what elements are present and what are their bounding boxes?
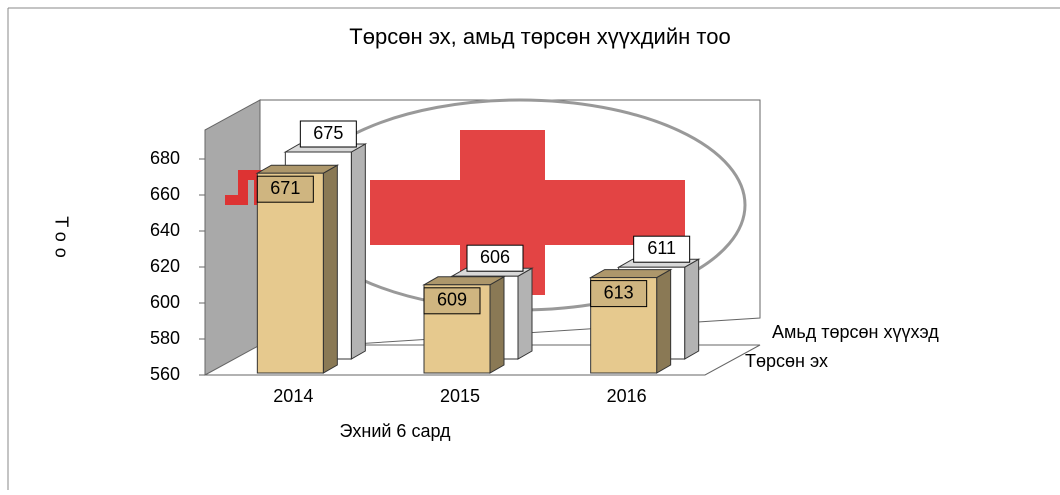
x-axis-label: Эхний 6 сард (339, 421, 451, 441)
y-axis-label: Тоо (51, 216, 71, 264)
data-label: 613 (604, 282, 634, 302)
data-label: 609 (437, 290, 467, 310)
y-tick-label: 640 (150, 220, 180, 240)
data-label-box (299, 120, 357, 148)
side-wall (204, 99, 261, 376)
data-label-box (466, 244, 524, 272)
bar-top (422, 276, 506, 286)
data-label: 606 (480, 247, 510, 267)
series-label: Амьд төрсөн хүүхэд (772, 322, 939, 342)
data-label-box (633, 235, 691, 263)
x-tick-label: 2016 (607, 386, 647, 406)
data-label-box (256, 175, 314, 203)
bar-top (255, 164, 340, 174)
data-label: 671 (270, 178, 300, 198)
data-label-box (423, 287, 481, 315)
bar-top (588, 269, 673, 279)
bar-side (350, 143, 366, 360)
y-tick-label: 620 (150, 256, 180, 276)
y-tick-label: 600 (150, 292, 180, 312)
logo-cross (370, 130, 685, 295)
bar-side (517, 267, 533, 360)
y-tick-label: 680 (150, 148, 180, 168)
chart-title: Төрсөн эх, амьд төрсөн хүүхдийн тоо (349, 24, 730, 49)
x-tick-label: 2014 (273, 386, 313, 406)
x-tick-label: 2015 (440, 386, 480, 406)
bar (256, 172, 324, 374)
series-label: Төрсөн эх (745, 351, 828, 371)
y-tick-label: 560 (150, 364, 180, 384)
data-label: 611 (647, 238, 676, 258)
y-tick-label: 580 (150, 328, 180, 348)
bar-side (322, 164, 338, 374)
bar-side (489, 275, 505, 374)
bar-side (656, 268, 672, 374)
data-label-box (590, 280, 648, 308)
data-label: 675 (313, 123, 343, 143)
y-tick-label: 660 (150, 184, 180, 204)
bar-side (684, 258, 700, 360)
